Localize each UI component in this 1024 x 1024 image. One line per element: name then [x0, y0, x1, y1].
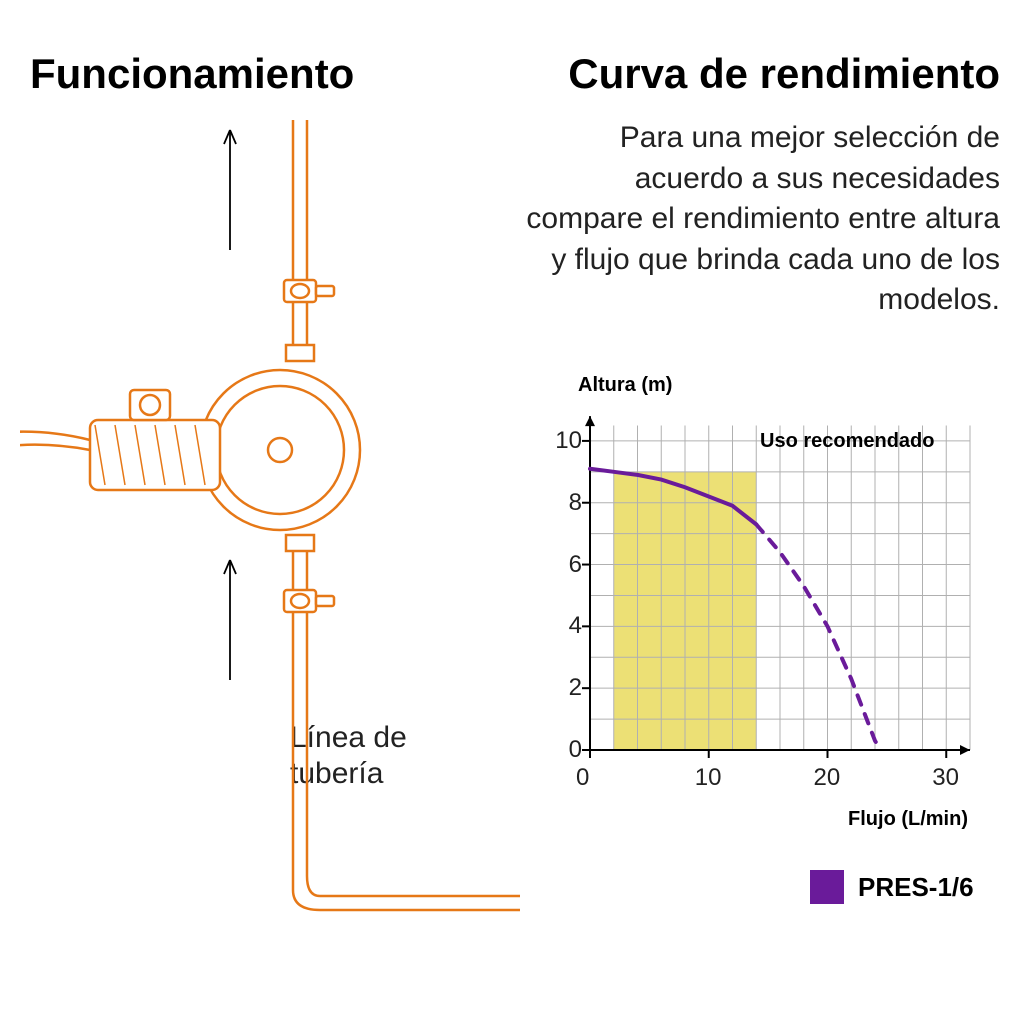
y-tick-label: 0	[548, 736, 582, 764]
pump-diagram	[20, 120, 520, 1020]
x-tick-label: 30	[932, 764, 959, 792]
x-tick-label: 0	[576, 764, 589, 792]
y-tick-label: 4	[548, 612, 582, 640]
right-description: Para una mejor selección de acuerdo a su…	[510, 118, 1000, 321]
x-tick-label: 20	[814, 764, 841, 792]
legend-label: PRES-1/6	[858, 872, 974, 903]
left-title: Funcionamiento	[30, 50, 500, 98]
usage-recommended-label: Uso recomendado	[760, 430, 934, 453]
x-axis-title: Flujo (L/min)	[848, 808, 968, 831]
y-tick-label: 8	[548, 489, 582, 517]
chart-legend: PRES-1/6	[810, 870, 974, 904]
performance-chart: Altura (m) Flujo (L/min) Uso recomendado	[510, 370, 1000, 910]
legend-swatch	[810, 870, 844, 904]
y-tick-label: 6	[548, 551, 582, 579]
right-title: Curva de rendimiento	[510, 50, 1000, 98]
x-tick-label: 10	[695, 764, 722, 792]
y-tick-label: 2	[548, 674, 582, 702]
y-tick-label: 10	[548, 427, 582, 455]
